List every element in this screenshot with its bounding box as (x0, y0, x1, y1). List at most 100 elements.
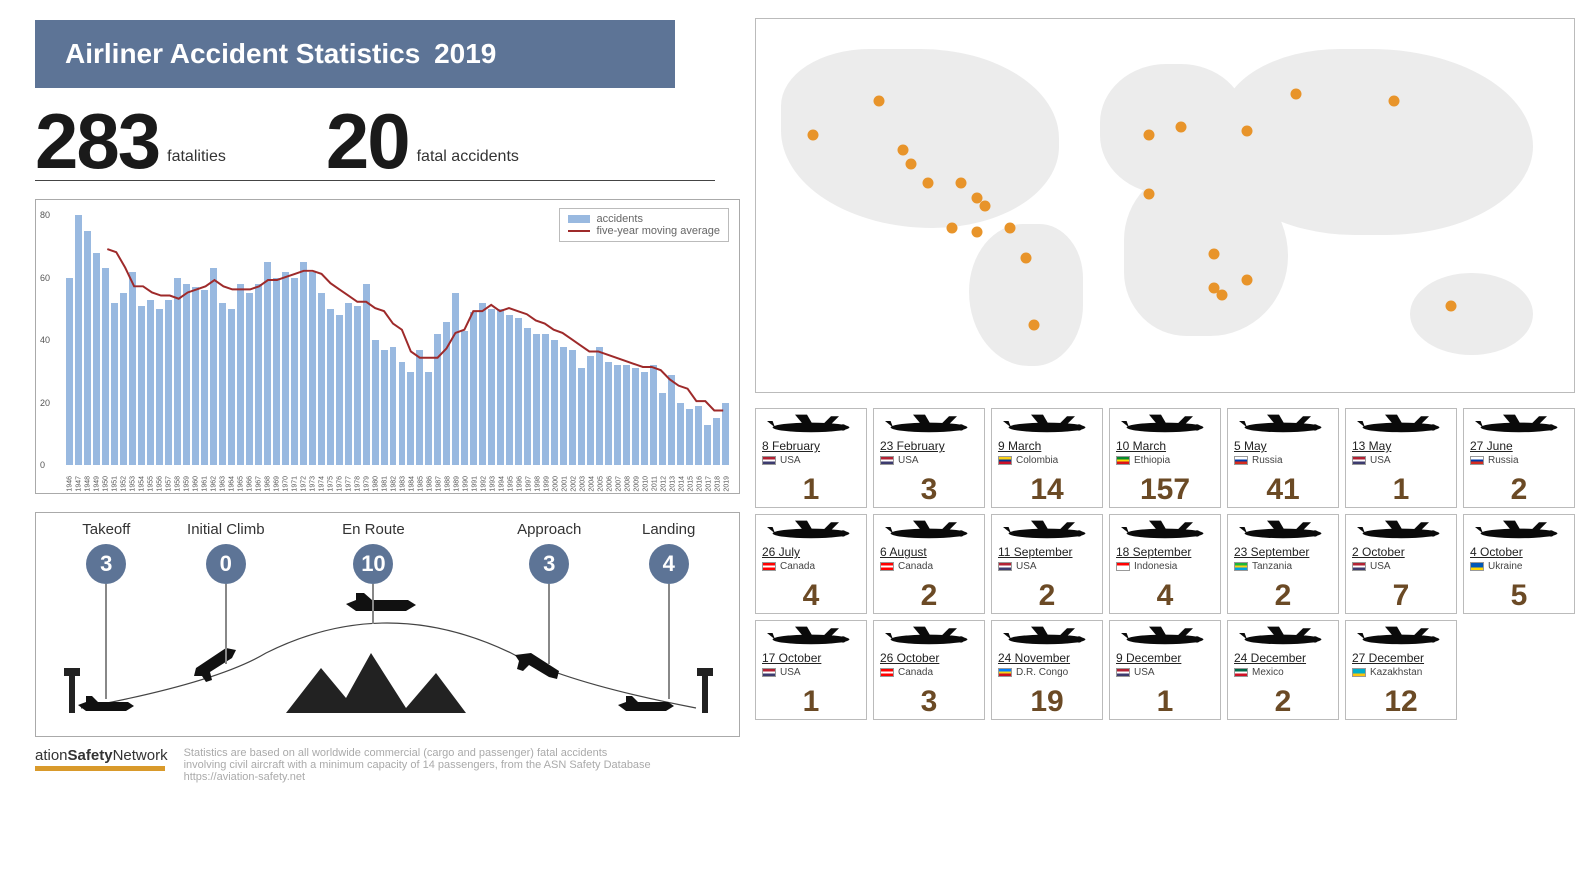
x-tick: 1956 (157, 476, 164, 492)
x-tick: 1951 (112, 476, 119, 492)
bar-2000 (551, 340, 558, 465)
map-dot (1290, 88, 1301, 99)
x-tick: 2013 (669, 476, 676, 492)
x-tick: 1957 (166, 476, 173, 492)
incident-card: 17 OctoberUSA1 (755, 620, 867, 720)
phase-bubble: 0 (206, 544, 246, 584)
flag-icon (998, 562, 1012, 571)
footer-line3: https://aviation-safety.net (184, 771, 651, 783)
incident-card: 23 FebruaryUSA3 (873, 408, 985, 508)
x-tick: 1977 (346, 476, 353, 492)
fatalities-value: 283 (35, 108, 159, 174)
incident-card: 10 MarchEthiopia157 (1109, 408, 1221, 508)
incident-fatalities: 5 (1464, 581, 1574, 611)
incident-card: 26 OctoberCanada3 (873, 620, 985, 720)
bar-1992 (479, 303, 486, 466)
y-tick: 80 (40, 210, 50, 220)
incident-card: 2 OctoberUSA7 (1345, 514, 1457, 614)
x-tick: 1952 (121, 476, 128, 492)
plane-icon (880, 625, 978, 649)
incident-card: 11 SeptemberUSA2 (991, 514, 1103, 614)
phase-en-route: En Route10 (328, 521, 418, 624)
x-tick: 1964 (229, 476, 236, 492)
map-dot (898, 144, 909, 155)
x-tick: 1953 (130, 476, 137, 492)
bar-2012 (659, 393, 666, 465)
x-tick: 1981 (382, 476, 389, 492)
bar-1958 (174, 278, 181, 466)
incident-card: 5 MayRussia41 (1227, 408, 1339, 508)
incident-country: USA (1352, 561, 1450, 572)
incident-date: 27 December (1352, 651, 1450, 665)
flag-icon (1352, 562, 1366, 571)
title-main: Airliner Accident Statistics (65, 38, 420, 69)
plane-icon (762, 413, 860, 437)
plane-icon (1116, 519, 1214, 543)
incident-fatalities: 2 (992, 581, 1102, 611)
flag-icon (1116, 456, 1130, 465)
x-tick: 1973 (310, 476, 317, 492)
bar-2011 (650, 365, 657, 465)
phase-label: En Route (328, 521, 418, 538)
flag-icon (880, 562, 894, 571)
bar-1979 (363, 284, 370, 465)
plane-icon (1234, 625, 1332, 649)
x-tick: 2014 (678, 476, 685, 492)
map-dot (980, 200, 991, 211)
bar-2001 (560, 347, 567, 466)
bar-1947 (75, 215, 82, 465)
fatalities-label: fatalities (167, 148, 226, 174)
x-tick: 1967 (256, 476, 263, 492)
x-tick: 1968 (265, 476, 272, 492)
x-tick: 1971 (292, 476, 299, 492)
incident-card: 27 JuneRussia2 (1463, 408, 1575, 508)
flag-icon (762, 668, 776, 677)
x-tick: 2017 (705, 476, 712, 492)
x-tick: 2007 (615, 476, 622, 492)
x-tick: 1946 (67, 476, 74, 492)
incident-date: 9 March (998, 439, 1096, 453)
bar-1980 (372, 340, 379, 465)
bar-1982 (390, 347, 397, 466)
x-tick: 2004 (588, 476, 595, 492)
phase-bubble: 3 (86, 544, 126, 584)
bar-1963 (219, 303, 226, 466)
incident-fatalities: 1 (756, 687, 866, 717)
incident-fatalities: 157 (1110, 475, 1220, 505)
incident-country: Tanzania (1234, 561, 1332, 572)
map-dot (1029, 319, 1040, 330)
incident-date: 2 October (1352, 545, 1450, 559)
plane-icon (762, 519, 860, 543)
incident-fatalities: 41 (1228, 475, 1338, 505)
bar-2019 (722, 403, 729, 466)
bar-2003 (578, 368, 585, 465)
x-tick: 2010 (642, 476, 649, 492)
flag-icon (1116, 562, 1130, 571)
x-tick: 1997 (525, 476, 532, 492)
bar-2002 (569, 350, 576, 466)
map-dot (947, 222, 958, 233)
incident-date: 27 June (1470, 439, 1568, 453)
map-dot (1209, 248, 1220, 259)
map-dot (1176, 122, 1187, 133)
plane-icon (1352, 413, 1450, 437)
incident-card: 24 DecemberMexico2 (1227, 620, 1339, 720)
map-dot (1020, 252, 1031, 263)
incident-country: USA (1116, 667, 1214, 678)
bar-2009 (632, 368, 639, 465)
x-tick: 1988 (444, 476, 451, 492)
bar-2005 (596, 347, 603, 466)
incident-fatalities: 19 (992, 687, 1102, 717)
fatal-accidents-value: 20 (326, 108, 409, 174)
map-dot (873, 96, 884, 107)
bar-1949 (93, 253, 100, 466)
bar-1957 (165, 300, 172, 466)
bar-1955 (147, 300, 154, 466)
flag-icon (762, 562, 776, 571)
incident-card: 13 MayUSA1 (1345, 408, 1457, 508)
map-dot (1143, 189, 1154, 200)
x-tick: 2018 (714, 476, 721, 492)
bar-1998 (533, 334, 540, 465)
x-tick: 1948 (85, 476, 92, 492)
bar-1977 (345, 303, 352, 466)
